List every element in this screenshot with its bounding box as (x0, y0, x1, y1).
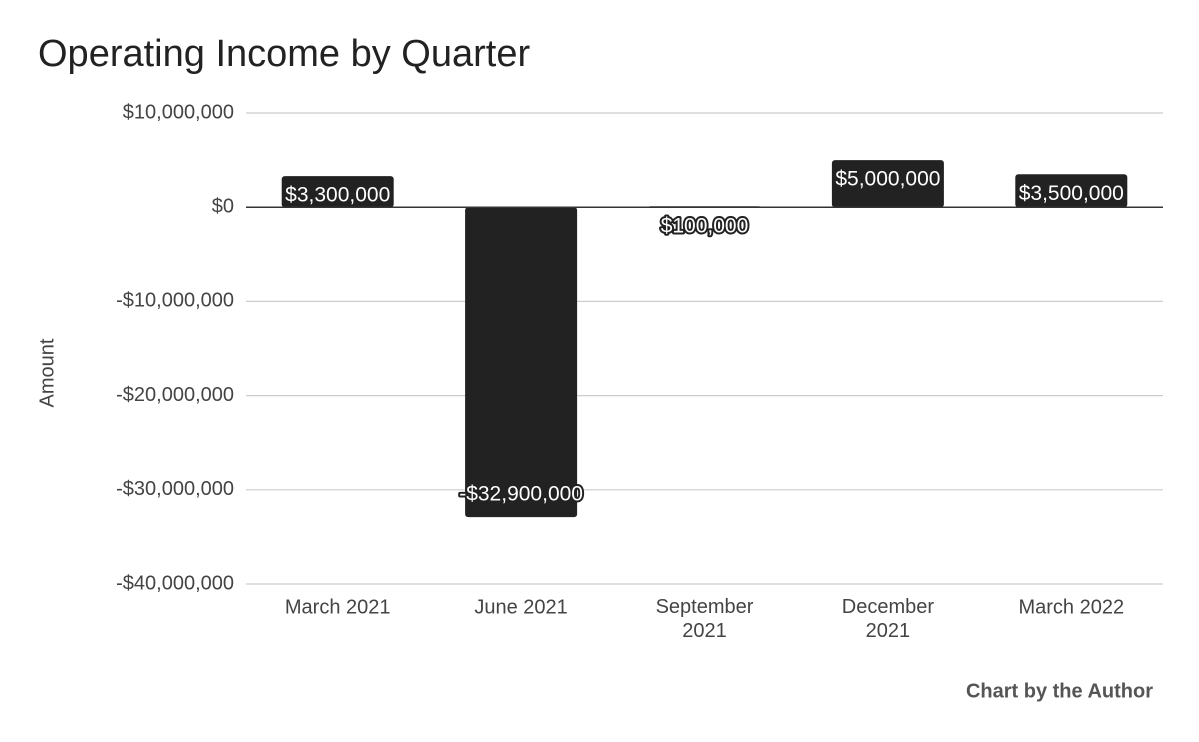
y-axis-label: Amount (36, 338, 58, 407)
bar (831, 160, 944, 208)
value-label: $5,000,000 (835, 168, 940, 191)
bar (465, 207, 578, 518)
y-tick-label: -$10,000,000 (116, 290, 234, 312)
value-label: $3,500,000 (1019, 182, 1124, 205)
y-tick-label: $0 (212, 195, 234, 217)
x-tick-label: September 2021 (656, 596, 754, 642)
value-label: $3,300,000 (285, 184, 390, 207)
y-tick-label: -$40,000,000 (116, 572, 234, 594)
y-tick-label: -$20,000,000 (116, 384, 234, 406)
bar (281, 176, 394, 208)
value-label: -$32,900,000 (459, 483, 583, 506)
x-tick-label: March 2021 (285, 596, 391, 618)
value-label: $100,000 (661, 215, 749, 238)
y-tick-label: -$30,000,000 (116, 478, 234, 500)
chart-title: Operating Income by Quarter (38, 33, 530, 75)
bar (1015, 174, 1128, 208)
x-tick-label: March 2022 (1018, 596, 1124, 618)
source-note: Chart by the Author (966, 680, 1153, 702)
x-tick-label: December 2021 (842, 596, 935, 642)
x-tick-label: June 2021 (474, 596, 567, 618)
y-tick-label: $10,000,000 (123, 101, 234, 123)
